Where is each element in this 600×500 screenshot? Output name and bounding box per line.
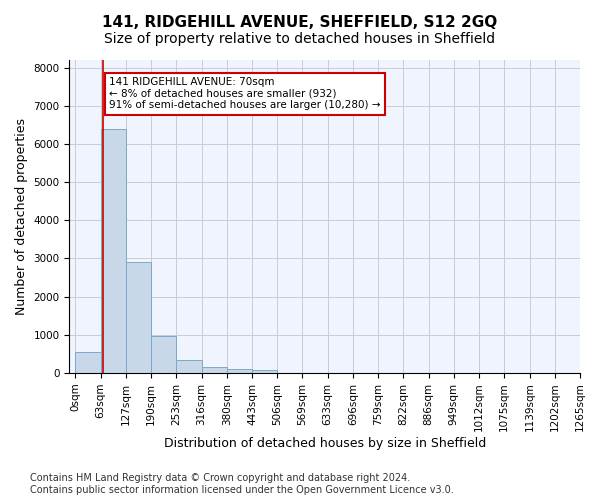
Bar (76, 352, 101, 373)
Text: 141, RIDGEHILL AVENUE, SHEFFIELD, S12 2GQ: 141, RIDGEHILL AVENUE, SHEFFIELD, S12 2G… (103, 15, 497, 30)
Bar (126, 262, 151, 373)
Bar (202, 367, 227, 373)
Bar (176, 360, 202, 373)
X-axis label: Distribution of detached houses by size in Sheffield: Distribution of detached houses by size … (164, 437, 486, 450)
Text: 141 RIDGEHILL AVENUE: 70sqm
← 8% of detached houses are smaller (932)
91% of sem: 141 RIDGEHILL AVENUE: 70sqm ← 8% of deta… (109, 77, 381, 110)
Text: Size of property relative to detached houses in Sheffield: Size of property relative to detached ho… (104, 32, 496, 46)
Bar (252, 370, 277, 373)
Text: Contains HM Land Registry data © Crown copyright and database right 2024.
Contai: Contains HM Land Registry data © Crown c… (30, 474, 454, 495)
Bar (227, 369, 252, 373)
Y-axis label: Number of detached properties: Number of detached properties (15, 118, 28, 315)
Bar (151, 336, 176, 373)
Bar (101, 130, 126, 373)
